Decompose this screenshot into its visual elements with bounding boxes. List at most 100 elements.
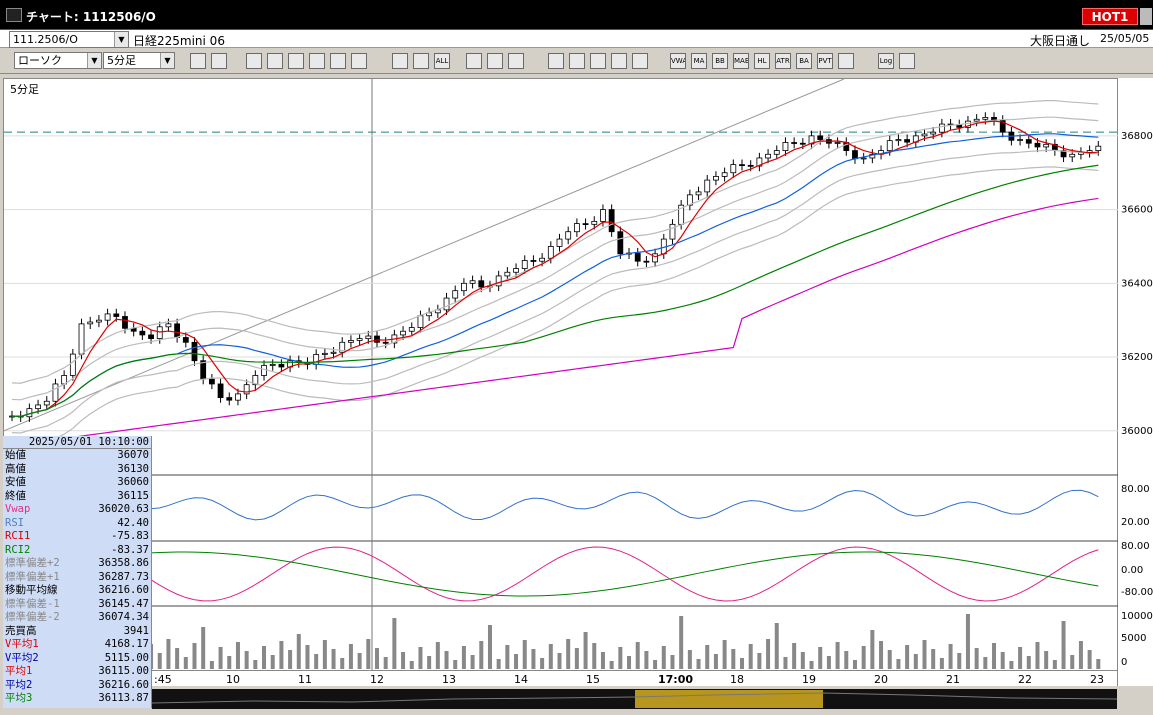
bollinger-upper1 [11,116,1099,401]
info-value: 36113.87 [98,692,149,704]
ma1-line [11,120,1099,417]
volume-bar [757,653,762,669]
candle-body [930,131,937,135]
info-key: 安値 [5,476,26,488]
candle-body [1095,145,1102,152]
chevron-down-icon[interactable]: ▼ [87,53,101,68]
settings-icon[interactable] [466,53,482,69]
volume-bar [418,647,423,669]
candle-body [400,330,406,336]
info-row: 高値 36130 [3,463,151,477]
undo-icon[interactable] [309,53,325,69]
info-value: 5115.00 [104,651,149,664]
bar-icon[interactable] [413,53,429,69]
rci2-line [11,551,1099,597]
info-datetime: 2025/05/01 10:10:00 [3,436,151,449]
atr-label[interactable]: ATR [775,53,791,69]
indicator-tick-label: 80.00 [1121,484,1150,495]
candle-body [87,321,94,325]
vwap-label[interactable]: VWAP [670,53,686,69]
info-value: 3941 [123,624,149,637]
ba-label[interactable]: BA [796,53,812,69]
volume-bar [713,654,718,669]
cursor-icon[interactable] [288,53,304,69]
candle-body [617,231,624,255]
ma-label[interactable]: MA [691,53,707,69]
scrollbar-thumb[interactable] [635,690,823,708]
box-icon[interactable] [838,53,854,69]
period-select[interactable]: 5分足 ▼ [103,52,175,69]
volume-bar [957,653,962,669]
info-key: V平均1 [5,638,39,650]
candle-body [96,319,102,323]
grid-icon[interactable] [632,53,648,69]
x-tick-label: 13 [442,673,456,686]
palette-icon[interactable] [508,53,524,69]
log-label[interactable]: Log [878,53,894,69]
volume-bar [479,641,484,669]
title-bar: チャート: 1112506/O HOT1 [0,0,1153,30]
symbol-select[interactable]: 111.2506/O ▼ [9,31,129,48]
pvt-label[interactable]: PVT [817,53,833,69]
zoom-icon[interactable] [569,53,585,69]
candle-body [721,172,728,177]
volume-bar [870,630,875,669]
symbol-bar: 111.2506/O ▼ 日経225mini 06 大阪日通し 25/05/05 [0,30,1153,48]
info-row: RSI 42.40 [3,517,151,531]
info-row: 標準偏差+1 36287.73 [3,571,151,585]
candle-body [408,327,415,332]
volume-bar [1096,659,1101,669]
hl-label[interactable]: HL [754,53,770,69]
volume-bar [574,648,579,669]
info-value: 36074.34 [98,611,149,623]
candle-body [69,353,76,376]
mae-label[interactable]: MAE [733,53,749,69]
chart-area[interactable]: 5分足 [3,78,1119,686]
wrench-icon[interactable] [487,53,503,69]
volume-bar [227,656,232,669]
volume-bar [235,642,240,669]
candle-body [904,139,911,143]
time-scrollbar[interactable] [151,689,1118,709]
volume-bar [1087,650,1092,669]
eraser-icon[interactable] [267,53,283,69]
volume-bar [514,654,519,669]
trend-line [3,78,845,432]
volume-bar [487,625,492,669]
page-icon[interactable] [330,53,346,69]
chart-type-select[interactable]: ローソク ▼ [14,52,102,69]
volume-bar [305,645,310,669]
candle-icon[interactable] [392,53,408,69]
search-icon[interactable] [190,53,206,69]
volume-bar [844,651,849,669]
volume-bar [566,639,571,669]
volume-bar [453,660,458,669]
pencil-icon[interactable] [246,53,262,69]
x-tick-label: 17:00 [658,673,693,686]
chevron-down-icon[interactable]: ▼ [160,53,174,68]
hot-button[interactable]: HOT1 [1082,8,1138,25]
symbol-name: 日経225mini 06 [133,34,225,48]
volume-icon[interactable] [590,53,606,69]
volume-bar [175,648,180,669]
volume-bar [661,646,666,669]
volume-bar [540,658,545,669]
screen-icon[interactable] [211,53,227,69]
crosshair-icon[interactable] [611,53,627,69]
volume-bar [774,623,779,669]
close-button[interactable] [1140,8,1152,25]
all-label[interactable]: ALL [434,53,450,69]
candle-body [582,223,589,225]
export-icon[interactable] [899,53,915,69]
info-key: 売買高 [5,624,37,637]
candle-body [174,323,181,338]
volume-bar [835,642,840,669]
chevron-down-icon[interactable]: ▼ [114,32,128,47]
chart-svg [3,78,1119,671]
trash-icon[interactable] [351,53,367,69]
candle-body [782,142,789,152]
info-value: 36115 [117,489,149,502]
stamp-icon[interactable] [548,53,564,69]
info-value: 36130 [117,462,149,475]
bb-label[interactable]: BB [712,53,728,69]
